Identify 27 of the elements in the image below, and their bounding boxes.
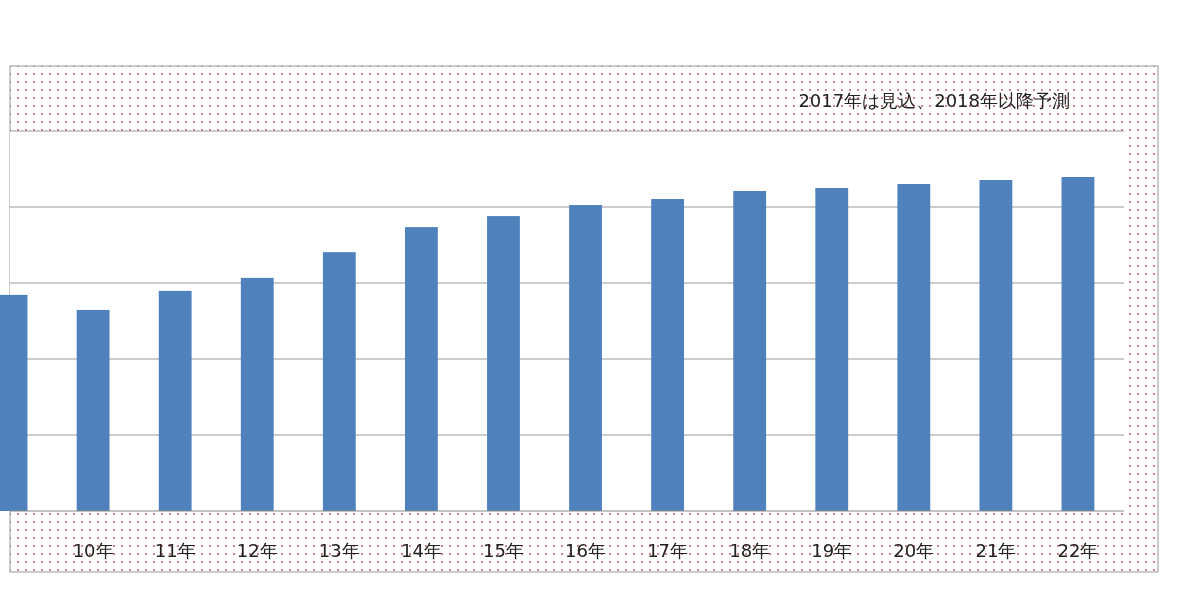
bar [487,216,520,511]
bar [76,309,110,511]
x-tick-label: 20年 [893,540,935,561]
bar [1061,177,1095,511]
x-tick-label: 16年 [565,540,606,561]
bar [240,277,274,511]
x-tick-label: 14年 [400,540,442,561]
x-tick-label: 15年 [483,540,524,561]
x-tick-label: 13年 [318,540,360,561]
bar [569,205,602,511]
bar [651,199,685,511]
bar [815,188,849,511]
bar [404,227,438,511]
bar [733,191,767,511]
bar [158,290,192,511]
x-tick-label: 21年 [975,540,1017,561]
x-tick-label: 10年 [72,540,114,561]
x-tick-label: 11年 [154,540,196,561]
bar [322,252,356,511]
bar [897,184,931,511]
text: 2017年は見込、2018年以降予測 [798,90,1070,111]
x-tick-label: 19年 [811,540,853,561]
x-tick-label: 12年 [236,540,278,561]
x-tick-label: 17年 [647,540,689,561]
x-tick-label: 22年 [1057,540,1099,561]
bar [979,180,1013,511]
x-tick-label: 18年 [729,540,771,561]
